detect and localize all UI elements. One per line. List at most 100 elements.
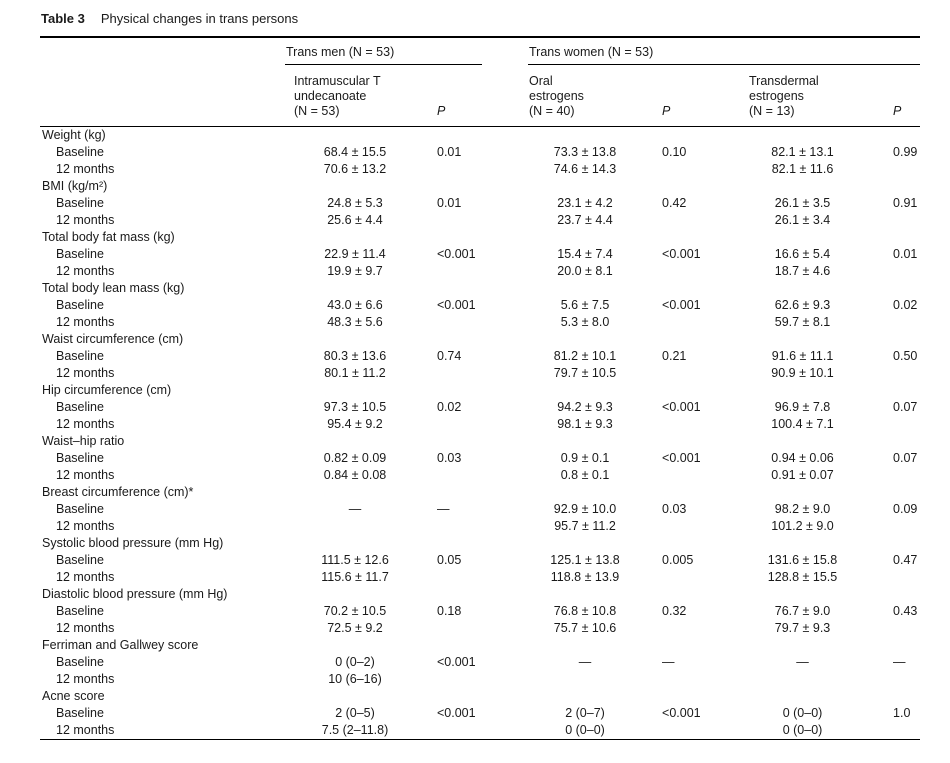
value-cell: 95.7 ± 11.2: [554, 519, 616, 533]
value-cell: 7.5 (2–11.8): [321, 723, 389, 737]
p-value-cell: 0.02: [893, 298, 918, 312]
p-value-cell: [650, 178, 740, 195]
value-cell: 125.1 ± 13.8: [550, 553, 620, 567]
row-label: Weight (kg): [42, 128, 106, 142]
value-cell: [740, 229, 865, 246]
p-value-cell: [425, 178, 520, 195]
value-cell: 100.4 ± 7.1: [771, 417, 834, 431]
p-value-cell: [425, 229, 520, 246]
category-row: Waist–hip ratio: [40, 433, 920, 450]
category-row: Breast circumference (cm)*: [40, 484, 920, 501]
p-value-cell: [865, 365, 920, 382]
p-value-cell: [425, 314, 520, 331]
value-cell: 0 (0–0): [782, 723, 823, 737]
value-cell: 74.6 ± 14.3: [553, 162, 617, 176]
p-value-cell: [650, 637, 740, 654]
row-label: Total body fat mass (kg): [42, 230, 175, 244]
category-row: Hip circumference (cm): [40, 382, 920, 399]
table-body: Weight (kg) Baseline 68.4 ± 15.5 0.01 73.3 ±…: [40, 127, 920, 740]
p-value-cell: [650, 722, 740, 740]
p-value-cell: 1.0: [893, 706, 911, 720]
p-value-cell: 0.42: [662, 196, 687, 210]
value-cell: [740, 671, 865, 688]
value-cell: [520, 382, 650, 399]
p-value-cell: 0.09: [893, 502, 918, 516]
p-value-cell: [425, 263, 520, 280]
value-cell: [740, 433, 865, 450]
data-row: Baseline 24.8 ± 5.3 0.01 23.1 ± 4.2 0.42 26.1…: [40, 195, 920, 212]
p-value-cell: [425, 484, 520, 501]
value-cell: 18.7 ± 4.6: [774, 264, 831, 278]
data-row: 12 months 7.5 (2–11.8) 0 (0–0) 0 (0–0): [40, 722, 920, 740]
p-value-cell: [865, 671, 920, 688]
p-value-cell: 0.47: [893, 553, 918, 567]
value-cell: 115.6 ± 11.7: [321, 570, 389, 584]
p-value-cell: [650, 433, 740, 450]
p-value-cell: 0.18: [437, 604, 462, 618]
row-label: Waist–hip ratio: [42, 434, 125, 448]
table-title: Physical changes in trans persons: [100, 11, 299, 26]
p-value-cell: [650, 365, 740, 382]
p-value-cell: [425, 671, 520, 688]
p-value-cell: [650, 161, 740, 178]
group-label-trans-men: Trans men (N = 53): [285, 38, 483, 65]
data-row: 12 months 70.6 ± 13.2 74.6 ± 14.3 82.1 ± 11…: [40, 161, 920, 178]
data-row: Baseline 80.3 ± 13.6 0.74 81.2 ± 10.1 0.21 91…: [40, 348, 920, 365]
group-label-trans-women: Trans women (N = 53): [528, 38, 921, 65]
p-value-cell: [865, 331, 920, 348]
p-value-cell: [650, 467, 740, 484]
data-row: 12 months 10 (6–16): [40, 671, 920, 688]
p-value-cell: <0.001: [662, 451, 701, 465]
p-value-cell: [425, 280, 520, 297]
row-label: Baseline: [56, 349, 104, 363]
value-cell: [520, 688, 650, 705]
p-value-cell: [865, 722, 920, 740]
value-cell: 16.6 ± 5.4: [774, 247, 831, 261]
row-label: Baseline: [56, 553, 104, 567]
col-header-p-oral: P: [650, 65, 741, 127]
value-cell: 15.4 ± 7.4: [557, 247, 613, 261]
row-label: 12 months: [56, 162, 115, 176]
value-cell: 91.6 ± 11.1: [771, 349, 834, 363]
data-row: Baseline 0 (0–2) <0.001 — — — —: [40, 654, 920, 671]
p-value-cell: [650, 314, 740, 331]
p-value-cell: [865, 229, 920, 246]
p-value-cell: [865, 314, 920, 331]
data-row: Baseline — — 92.9 ± 10.0 0.03 98.2 ± 9.0 0.09: [40, 501, 920, 518]
value-cell: [520, 484, 650, 501]
value-cell: 48.3 ± 5.6: [327, 315, 383, 329]
value-cell: 20.0 ± 8.1: [557, 264, 613, 278]
value-cell: [520, 535, 650, 552]
value-cell: 43.0 ± 6.6: [327, 298, 383, 312]
row-label: Baseline: [56, 400, 104, 414]
value-cell: [740, 127, 865, 145]
value-cell: [520, 178, 650, 195]
p-value-cell: [865, 280, 920, 297]
value-cell: [285, 229, 425, 246]
row-label: Waist circumference (cm): [42, 332, 184, 346]
value-cell: [740, 484, 865, 501]
data-row: 12 months 95.7 ± 11.2 101.2 ± 9.0: [40, 518, 920, 535]
row-label: Baseline: [56, 706, 104, 720]
value-cell: [285, 586, 425, 603]
data-row: 12 months 19.9 ± 9.7 20.0 ± 8.1 18.7 ± 4.6: [40, 263, 920, 280]
value-cell: [285, 382, 425, 399]
table-number-label: Table 3: [41, 11, 85, 26]
data-row: 12 months 0.84 ± 0.08 0.8 ± 0.1 0.91 ± 0.07: [40, 467, 920, 484]
value-cell: 0 (0–0): [782, 706, 823, 720]
value-cell: 0.9 ± 0.1: [560, 451, 610, 465]
value-cell: 118.8 ± 13.9: [550, 570, 620, 584]
category-row: Total body lean mass (kg): [40, 280, 920, 297]
data-row: Baseline 111.5 ± 12.6 0.05 125.1 ± 13.8 0.00…: [40, 552, 920, 569]
p-value-cell: 0.02: [437, 400, 462, 414]
value-cell: 101.2 ± 9.0: [771, 519, 834, 533]
value-cell: [520, 671, 650, 688]
value-cell: 2 (0–7): [565, 706, 605, 720]
p-value-cell: [650, 535, 740, 552]
value-cell: 5.3 ± 8.0: [560, 315, 610, 329]
category-row: Total body fat mass (kg): [40, 229, 920, 246]
data-row: 12 months 72.5 ± 9.2 75.7 ± 10.6 79.7 ± 9.3: [40, 620, 920, 637]
p-value-cell: —: [662, 655, 675, 669]
value-cell: 80.3 ± 13.6: [323, 349, 387, 363]
p-value-cell: [865, 569, 920, 586]
